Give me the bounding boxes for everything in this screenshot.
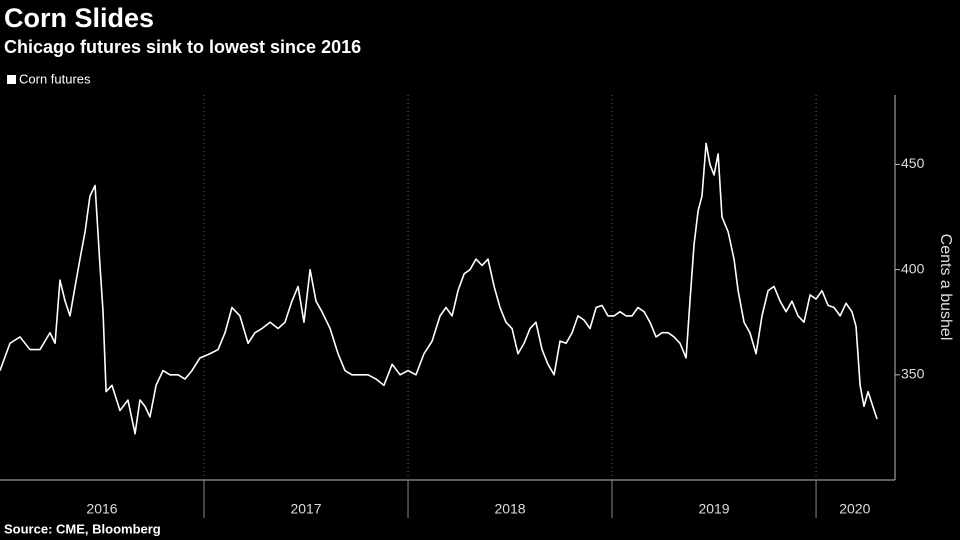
y-axis-label: Cents a bushel (937, 234, 954, 341)
chart-subtitle: Chicago futures sink to lowest since 201… (4, 37, 361, 57)
x-tick-label: 2020 (839, 501, 870, 517)
x-tick-label: 2018 (494, 501, 525, 517)
y-tick-label: 450 (901, 155, 925, 171)
x-tick-label: 2016 (86, 501, 117, 517)
legend-swatch (7, 75, 16, 84)
chart-title: Corn Slides (4, 3, 154, 33)
source: Source: CME, Bloomberg (4, 521, 161, 536)
y-tick-label: 400 (901, 260, 925, 276)
x-tick-label: 2017 (290, 501, 321, 517)
y-tick-label: 350 (901, 366, 925, 382)
x-tick-label: 2019 (698, 501, 729, 517)
series-line (0, 142, 878, 435)
legend-label: Corn futures (19, 71, 91, 86)
